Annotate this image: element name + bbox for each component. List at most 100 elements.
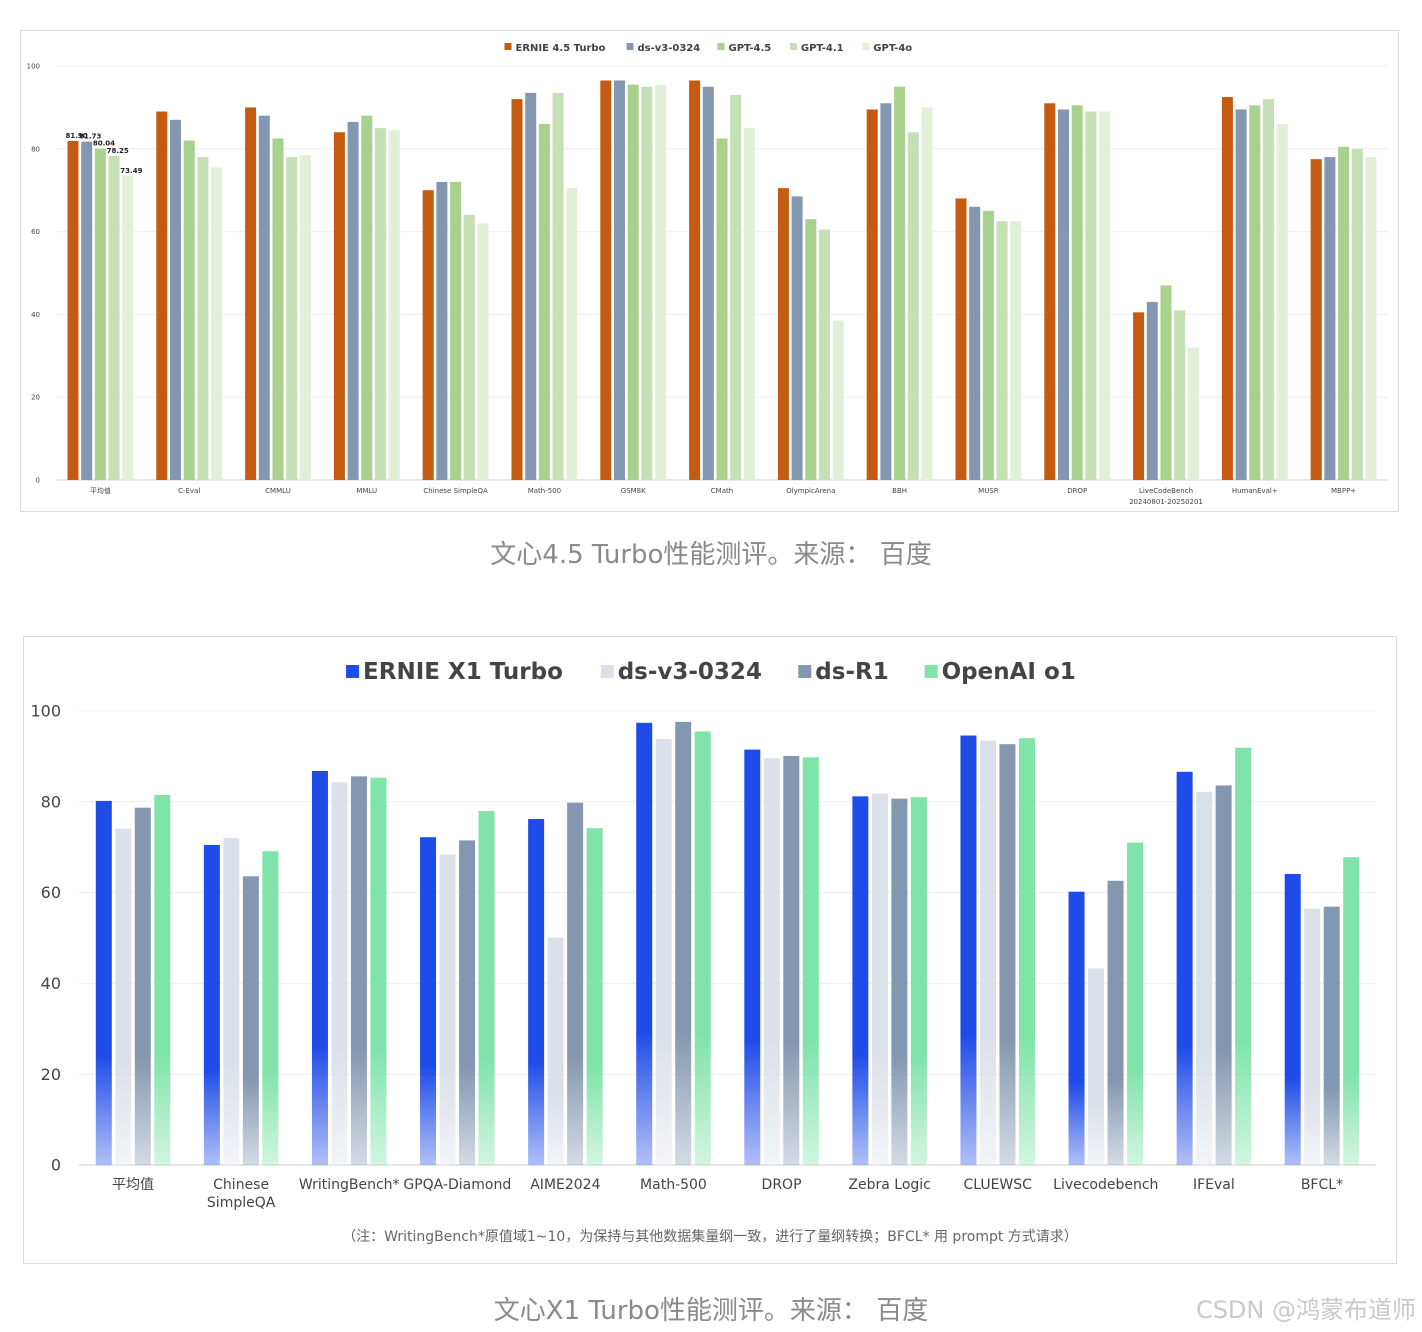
bar-GPT-4o: [1010, 221, 1022, 480]
bar-OpenAI o1: [1235, 747, 1252, 1165]
bar-GPT-4o: [566, 188, 578, 480]
bar-GPT-4o: [1276, 123, 1288, 481]
x-tick-label: Chinese SimpleQA: [423, 487, 488, 495]
data-label: 81.73: [79, 133, 101, 141]
legend-swatch: [504, 43, 512, 50]
legend-label: ds-v3-0324: [638, 43, 701, 54]
bar-ds-v3-0324: [1146, 301, 1158, 480]
bar-ERNIE 4.5 Turbo: [689, 80, 701, 481]
y-tick-label: 20: [31, 394, 40, 402]
bar-ERNIE 4.5 Turbo: [156, 111, 168, 480]
y-tick-label: 40: [31, 311, 40, 319]
bar-ds-R1: [134, 807, 151, 1165]
bar-ds-v3-0324: [880, 103, 892, 480]
bar-GPT-4o: [388, 130, 400, 481]
bar-GPT-4o: [1365, 157, 1377, 480]
bar-GPT-4o: [477, 223, 489, 480]
legend-label: ERNIE X1 Turbo: [363, 659, 563, 685]
data-label: 73.49: [120, 167, 142, 175]
bar-ERNIE X1 Turbo: [636, 722, 653, 1165]
bar-GPT-4.1: [730, 94, 742, 481]
bar-GPT-4.1: [641, 86, 653, 480]
x-tick-label: BBH: [892, 487, 907, 495]
bar-ds-R1: [1215, 785, 1232, 1165]
caption-chart-2: 文心X1 Turbo性能测评。来源： 百度: [493, 1296, 929, 1326]
caption-chart-1: 文心4.5 Turbo性能测评。来源： 百度: [490, 540, 932, 570]
bar-ds-v3-0324: [347, 121, 359, 480]
bar-GPT-4o: [122, 175, 134, 480]
x-tick-label: DROP: [1067, 487, 1087, 495]
bar-ds-v3-0324: [258, 115, 270, 481]
x-tick-label: HumanEval+: [1232, 487, 1278, 495]
bar-GPT-4.1: [907, 132, 919, 480]
x-tick-label: C-Eval: [178, 487, 200, 495]
legend-label: OpenAI o1: [942, 659, 1076, 685]
bar-GPT-4.1: [108, 156, 120, 481]
bar-ERNIE X1 Turbo: [960, 735, 977, 1165]
bar-OpenAI o1: [586, 828, 603, 1165]
bar-GPT-4.1: [197, 157, 209, 480]
bar-OpenAI o1: [802, 757, 819, 1165]
x-tick-label: 20240801-20250201: [1129, 498, 1203, 506]
x-tick-label: MMLU: [356, 487, 377, 495]
legend-swatch: [346, 665, 360, 678]
bar-ds-R1: [242, 876, 259, 1165]
chart-ernie-x1-turbo: 0 20 40 60 80 100 平均值 Chinese SimpleQA WritingBen…: [30, 659, 1376, 1245]
bar-ds-v3-0324: [763, 758, 780, 1165]
legend-swatch: [600, 665, 614, 678]
y-tick-label: 40: [41, 974, 61, 993]
bar-ERNIE X1 Turbo: [311, 770, 328, 1165]
y-tick-label: 20: [41, 1065, 61, 1084]
bar-ERNIE X1 Turbo: [420, 837, 437, 1165]
legend-swatch: [789, 43, 797, 50]
bar-GPT-4.1: [463, 215, 475, 481]
bar-OpenAI o1: [694, 731, 711, 1165]
bar-GPT-4.5: [94, 148, 106, 480]
bar-ds-R1: [999, 744, 1016, 1165]
bar-ds-R1: [1107, 880, 1124, 1165]
bar-ERNIE X1 Turbo: [95, 800, 112, 1165]
bar-GPT-4.5: [361, 115, 373, 481]
bar-ERNIE 4.5 Turbo: [67, 140, 79, 480]
bar-ERNIE 4.5 Turbo: [1310, 159, 1322, 480]
bar-ERNIE 4.5 Turbo: [1221, 97, 1233, 481]
bar-ds-R1: [783, 755, 800, 1165]
bar-ERNIE 4.5 Turbo: [245, 107, 257, 481]
bar-ERNIE 4.5 Turbo: [422, 190, 434, 480]
bar-ERNIE 4.5 Turbo: [1133, 312, 1145, 480]
bar-ds-v3-0324: [791, 196, 803, 480]
legend-label: GPT-4.5: [729, 43, 772, 54]
bar-OpenAI o1: [154, 794, 171, 1165]
data-label: 80.04: [93, 140, 115, 148]
x-tick-label: CMath: [711, 487, 733, 495]
bar-ds-R1: [350, 776, 367, 1165]
legend-swatch: [626, 43, 634, 50]
x-tick-label: SimpleQA: [207, 1195, 276, 1211]
bar-ds-v3-0324: [1235, 109, 1247, 480]
bar-ds-v3-0324: [331, 782, 348, 1165]
bar-ERNIE X1 Turbo: [203, 844, 220, 1165]
bar-ERNIE 4.5 Turbo: [866, 109, 878, 480]
bar-GPT-4.5: [1249, 105, 1261, 480]
x-tick-label: Chinese: [213, 1177, 269, 1193]
bar-ERNIE 4.5 Turbo: [333, 132, 345, 480]
x-tick-label: IFEval: [1193, 1177, 1235, 1193]
x-tick-label: Livecodebench: [1053, 1177, 1158, 1193]
legend-label: GPT-4.1: [801, 43, 844, 54]
bar-GPT-4.1: [375, 128, 386, 480]
y-tick-label: 60: [31, 228, 40, 236]
y-tick-label: 80: [31, 145, 40, 153]
chart-panel-ernie-4-5-turbo: 0 20 40 60 80 100 平均值 C-Eval CMMLU MMLU Chinese Si…: [20, 30, 1399, 512]
bar-GPT-4o: [921, 107, 933, 481]
bar-ERNIE 4.5 Turbo: [511, 99, 523, 481]
y-tick-label: 100: [27, 62, 40, 70]
x-tick-label: CMMLU: [265, 487, 291, 495]
legend-swatch: [798, 665, 812, 678]
bar-ds-R1: [675, 721, 692, 1165]
bar-ds-v3-0324: [702, 86, 714, 480]
bar-GPT-4.1: [996, 221, 1008, 480]
bar-OpenAI o1: [1018, 738, 1035, 1165]
bar-OpenAI o1: [370, 777, 387, 1165]
bar-ds-v3-0324: [1196, 791, 1213, 1165]
legend-label: GPT-4o: [873, 43, 912, 54]
